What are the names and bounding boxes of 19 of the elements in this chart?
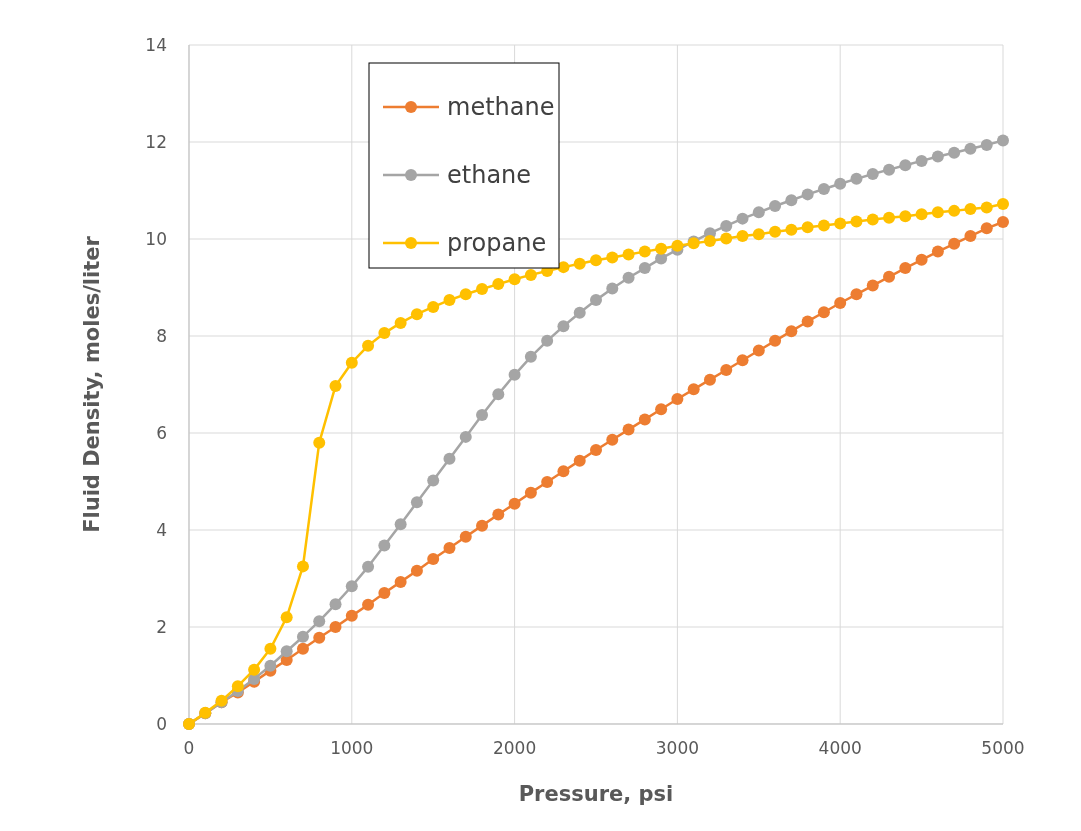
y-tick-label: 6 (156, 423, 167, 443)
x-tick-label: 0 (183, 738, 195, 758)
y-tick-label: 2 (156, 617, 167, 637)
legend-label: ethane (447, 161, 532, 189)
y-tick-label: 8 (156, 326, 167, 346)
legend-label: propane (447, 229, 547, 257)
x-axis-title: Pressure, psi (518, 782, 674, 806)
y-axis-title: Fluid Density, moles/liter (80, 235, 104, 533)
x-tick-label: 2000 (492, 738, 537, 758)
x-tick-label: 3000 (655, 738, 700, 758)
y-tick-label: 14 (145, 35, 167, 55)
y-tick-label: 12 (145, 132, 167, 152)
y-tick-label: 10 (145, 229, 167, 249)
legend-label: methane (447, 93, 555, 121)
x-tick-label: 5000 (981, 738, 1025, 758)
y-tick-label: 0 (156, 714, 167, 734)
x-tick-label: 1000 (330, 738, 374, 758)
x-tick-label: 4000 (818, 738, 862, 758)
y-tick-label: 4 (156, 520, 167, 540)
